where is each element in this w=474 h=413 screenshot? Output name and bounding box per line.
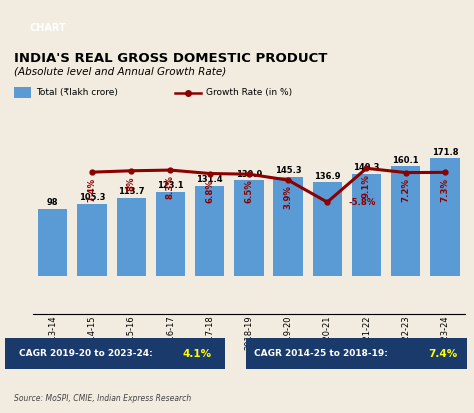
Bar xyxy=(156,192,185,276)
Bar xyxy=(312,182,342,276)
Text: (Absolute level and Annual Growth Rate): (Absolute level and Annual Growth Rate) xyxy=(14,67,227,77)
Bar xyxy=(77,204,107,276)
Bar xyxy=(273,176,303,276)
Text: Growth Rate (in %): Growth Rate (in %) xyxy=(206,88,292,97)
Bar xyxy=(38,209,67,276)
Text: 113.7: 113.7 xyxy=(118,188,145,197)
Text: 131.4: 131.4 xyxy=(196,176,223,184)
Text: 136.9: 136.9 xyxy=(314,171,340,180)
Text: 7.4%: 7.4% xyxy=(88,178,97,202)
Bar xyxy=(14,87,31,98)
Bar xyxy=(352,174,381,276)
Text: -5.8%: -5.8% xyxy=(349,198,376,206)
Bar xyxy=(430,158,460,276)
Text: Source: MoSPI, CMIE, Indian Express Research: Source: MoSPI, CMIE, Indian Express Rese… xyxy=(14,394,191,403)
Text: INDIA'S REAL GROSS DOMESTIC PRODUCT: INDIA'S REAL GROSS DOMESTIC PRODUCT xyxy=(14,52,328,64)
Text: 6.5%: 6.5% xyxy=(245,180,253,204)
Text: 145.3: 145.3 xyxy=(275,166,301,175)
Text: 9.1%: 9.1% xyxy=(362,174,371,198)
Text: 160.1: 160.1 xyxy=(392,156,419,165)
Bar xyxy=(195,186,224,276)
Bar xyxy=(117,198,146,276)
Text: CAGR 2014-25 to 2018-19:: CAGR 2014-25 to 2018-19: xyxy=(254,349,391,358)
Text: 171.8: 171.8 xyxy=(432,147,458,157)
Text: 7.4%: 7.4% xyxy=(428,349,457,358)
Text: 3.9%: 3.9% xyxy=(283,185,292,209)
Bar xyxy=(234,180,264,276)
Text: Total (₹lakh crore): Total (₹lakh crore) xyxy=(36,88,118,97)
Text: 7.3%: 7.3% xyxy=(440,178,449,202)
Text: 123.1: 123.1 xyxy=(157,181,184,190)
Bar xyxy=(5,338,225,369)
Text: CHART: CHART xyxy=(29,23,66,33)
Text: 4.1%: 4.1% xyxy=(182,349,211,358)
Text: 8%: 8% xyxy=(127,176,136,191)
Text: 139.9: 139.9 xyxy=(236,169,262,178)
Text: 98: 98 xyxy=(47,198,58,207)
Text: 6.8%: 6.8% xyxy=(205,179,214,203)
Text: CAGR 2019-20 to 2023-24:: CAGR 2019-20 to 2023-24: xyxy=(19,349,156,358)
Bar xyxy=(246,338,467,369)
Bar xyxy=(391,166,420,276)
Text: 7.2%: 7.2% xyxy=(401,178,410,202)
Text: 105.3: 105.3 xyxy=(79,193,105,202)
Text: 8.3%: 8.3% xyxy=(166,176,175,199)
Text: 149.3: 149.3 xyxy=(353,163,380,172)
